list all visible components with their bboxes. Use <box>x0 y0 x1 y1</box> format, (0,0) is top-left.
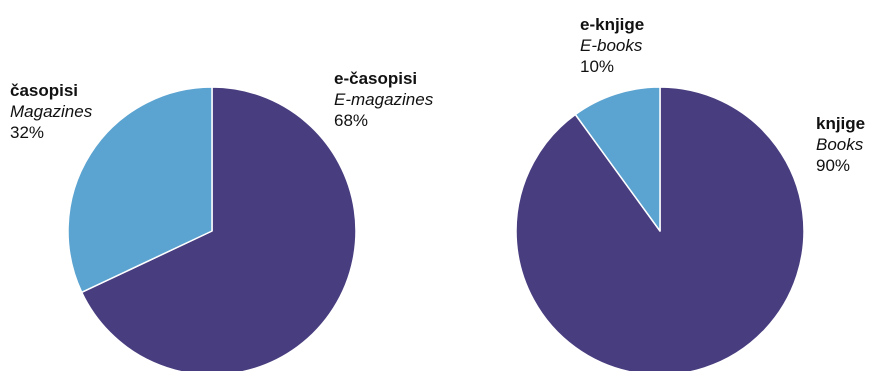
slice-magazines <box>67 86 213 294</box>
slice-e-magazines <box>80 86 357 371</box>
label-magazines-percent: 32% <box>10 123 45 142</box>
label-e-magazines-name: e-časopisi <box>334 69 418 88</box>
label-e-magazines-en: E-magazines <box>334 90 434 109</box>
label-e-books-en: E-books <box>580 36 643 55</box>
label-books: knjige Books 90% <box>816 113 865 176</box>
label-e-books-name: e-knjige <box>580 15 645 34</box>
label-e-books-percent: 10% <box>580 57 615 76</box>
label-e-magazines: e-časopisi E-magazines 68% <box>334 68 433 131</box>
label-magazines-en: Magazines <box>10 102 93 121</box>
label-books-en: Books <box>816 135 864 154</box>
label-books-name: knjige <box>816 114 866 133</box>
pie-chart-magazines <box>67 86 357 371</box>
label-magazines: časopisi Magazines 32% <box>10 80 92 143</box>
slice-e-books <box>574 86 661 232</box>
pie-chart-books <box>515 86 805 371</box>
label-books-percent: 90% <box>816 156 851 175</box>
label-e-books: e-knjige E-books 10% <box>580 14 644 77</box>
label-magazines-name: časopisi <box>10 81 79 100</box>
label-e-magazines-percent: 68% <box>334 111 369 130</box>
